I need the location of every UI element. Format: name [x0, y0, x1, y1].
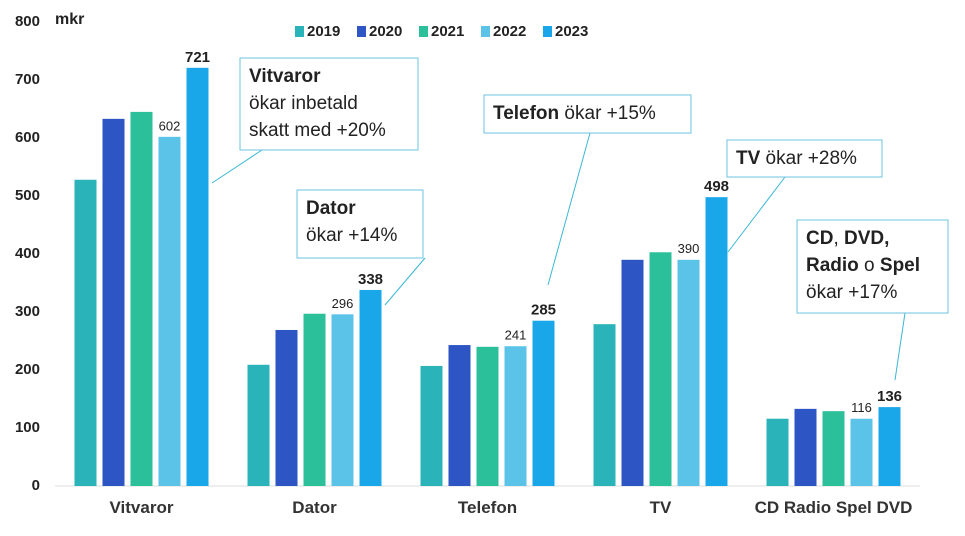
legend-label: 2019 [307, 23, 340, 40]
bar [766, 418, 789, 486]
bar [621, 259, 644, 486]
bar [822, 411, 845, 486]
callout-part: ökar +14% [306, 225, 397, 246]
bar [878, 407, 901, 486]
data-label: 136 [877, 388, 902, 405]
legend-label: 2022 [493, 23, 526, 40]
callout-text: ökar +14% [306, 225, 397, 246]
legend-swatch [419, 26, 428, 37]
x-tick-label: Vitvaror [109, 498, 174, 517]
bar [504, 346, 527, 486]
callout-part: skatt med +20% [249, 120, 386, 141]
bar [420, 365, 443, 486]
callout-part: ökar +28% [760, 148, 857, 169]
bar [186, 67, 209, 486]
callout-part: , [833, 228, 844, 249]
y-tick-label: 500 [15, 187, 40, 204]
callout-part: Dator [306, 198, 356, 219]
y-tick-label: 600 [15, 129, 40, 146]
callout-text: Vitvaror [249, 66, 321, 87]
legend-swatch [295, 26, 304, 37]
data-label: 116 [851, 400, 872, 415]
data-label: 285 [531, 302, 556, 319]
callout-line [211, 149, 263, 184]
legend-label: 2020 [369, 23, 402, 40]
bar [102, 118, 125, 487]
callout-text: ökar inbetald [249, 93, 358, 114]
callout-part: ökar +15% [559, 103, 656, 124]
bar [130, 111, 153, 487]
bar [247, 364, 270, 486]
data-label: 721 [185, 49, 210, 66]
bar [74, 179, 97, 486]
callout-text: ökar +17% [806, 282, 897, 303]
bar [794, 408, 817, 486]
y-tick-label: 0 [32, 477, 40, 494]
x-tick-label: Dator [292, 498, 337, 517]
bar [850, 418, 873, 486]
callout-line [384, 257, 426, 306]
data-label: 602 [159, 118, 181, 133]
y-tick-label: 800 [15, 13, 40, 30]
legend-swatch [357, 26, 366, 37]
legend-label: 2021 [431, 23, 464, 40]
callout-part: Spel [880, 255, 920, 276]
callout-text: Telefon ökar +15% [493, 103, 656, 124]
y-tick-label: 200 [15, 361, 40, 378]
y-tick-label: 400 [15, 245, 40, 262]
data-label: 390 [678, 241, 700, 256]
callout-box [483, 94, 692, 134]
y-tick-label: 300 [15, 303, 40, 320]
legend-swatch [481, 26, 490, 37]
y-tick-label: 100 [15, 419, 40, 436]
callout-part: ökar inbetald [249, 93, 358, 114]
x-tick-label: TV [649, 498, 672, 517]
callout-part: o [859, 255, 880, 276]
callout-text: CD, DVD, [806, 228, 889, 249]
x-tick-label: CD Radio Spel DVD [754, 498, 913, 517]
data-label: 498 [704, 178, 729, 195]
callout-text: Dator [306, 198, 356, 219]
bar [448, 345, 471, 486]
callout-line [727, 176, 786, 253]
callout-part: Vitvaror [249, 66, 321, 87]
callout-box [726, 139, 883, 178]
data-label: 296 [332, 296, 354, 311]
bar [705, 197, 728, 486]
callout-part: DVD, [844, 228, 889, 249]
y-axis-label: mkr [55, 11, 84, 28]
bar [331, 314, 354, 486]
data-label: 338 [358, 271, 383, 288]
callout-part: Radio [806, 255, 859, 276]
callout-box [239, 57, 419, 151]
callout-part: TV [736, 148, 761, 169]
legend-swatch [543, 26, 552, 37]
callout-text: skatt med +20% [249, 120, 386, 141]
data-label: 241 [505, 328, 527, 343]
bar [649, 252, 672, 486]
bar [275, 329, 298, 486]
callout-line [547, 132, 591, 286]
x-tick-label: Telefon [457, 498, 518, 517]
bar [359, 289, 382, 486]
bar [593, 324, 616, 486]
legend-label: 2023 [555, 23, 588, 40]
callout-part: CD [806, 228, 833, 249]
y-tick-label: 700 [15, 71, 40, 88]
callout-box [796, 219, 949, 314]
callout-text: Radio o Spel [806, 255, 920, 276]
callout-part: Telefon [493, 103, 559, 124]
bar [158, 136, 181, 486]
bar [532, 320, 555, 486]
bar [677, 259, 700, 486]
callout-box [296, 189, 424, 259]
callout-line [894, 312, 906, 381]
callout-text: TV ökar +28% [736, 148, 857, 169]
callout-part: ökar +17% [806, 282, 897, 303]
bar [476, 346, 499, 486]
bar [303, 313, 326, 486]
